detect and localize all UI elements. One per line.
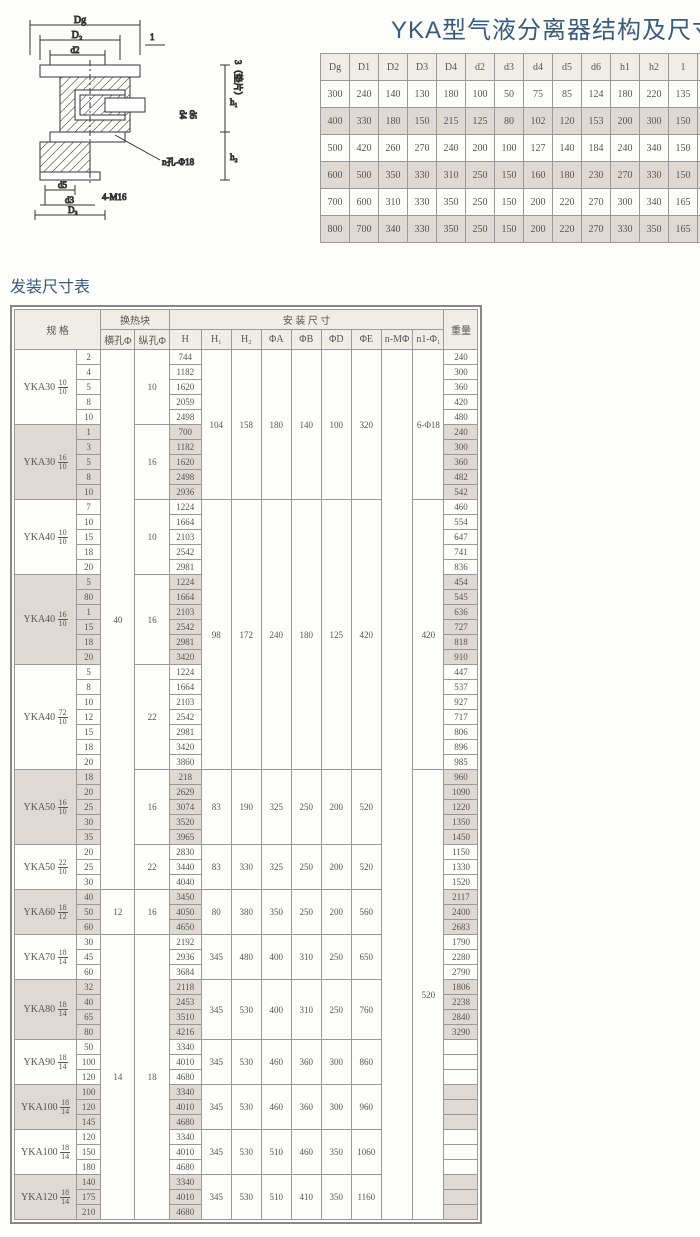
- svg-text:h₁: h₁: [230, 97, 238, 107]
- svg-text:d4: d4: [178, 110, 188, 120]
- svg-text:Dg: Dg: [74, 15, 86, 26]
- svg-text:3（垫片）: 3（垫片）: [233, 60, 244, 101]
- dimension-table-1: DgD1D2D3D4d2d3d4d5d6h1h21n30024014013018…: [320, 53, 700, 243]
- page-title: YKA型气液分离器结构及尺寸: [320, 10, 700, 45]
- dimension-table-2: 规 格换热块安 装 尺 寸重量横孔Φ纵孔ΦHH₁H₂ΦAΦBΦDΦEn-MΦn1…: [14, 309, 478, 1220]
- svg-text:d6: d6: [188, 110, 198, 120]
- structure-diagram: Dg D₂ d2 1 3（垫片）: [10, 10, 290, 243]
- svg-text:D₃: D₃: [68, 205, 78, 215]
- svg-text:4-M16: 4-M16: [102, 192, 127, 202]
- svg-text:D₂: D₂: [72, 30, 83, 41]
- svg-text:n孔-Φ18: n孔-Φ18: [162, 157, 195, 167]
- svg-text:1: 1: [150, 32, 155, 42]
- svg-text:d3: d3: [65, 195, 75, 205]
- svg-text:d2: d2: [71, 45, 80, 55]
- svg-text:d5: d5: [58, 180, 68, 190]
- svg-text:h₂: h₂: [230, 152, 238, 162]
- section-title: 发装尺寸表: [10, 273, 690, 297]
